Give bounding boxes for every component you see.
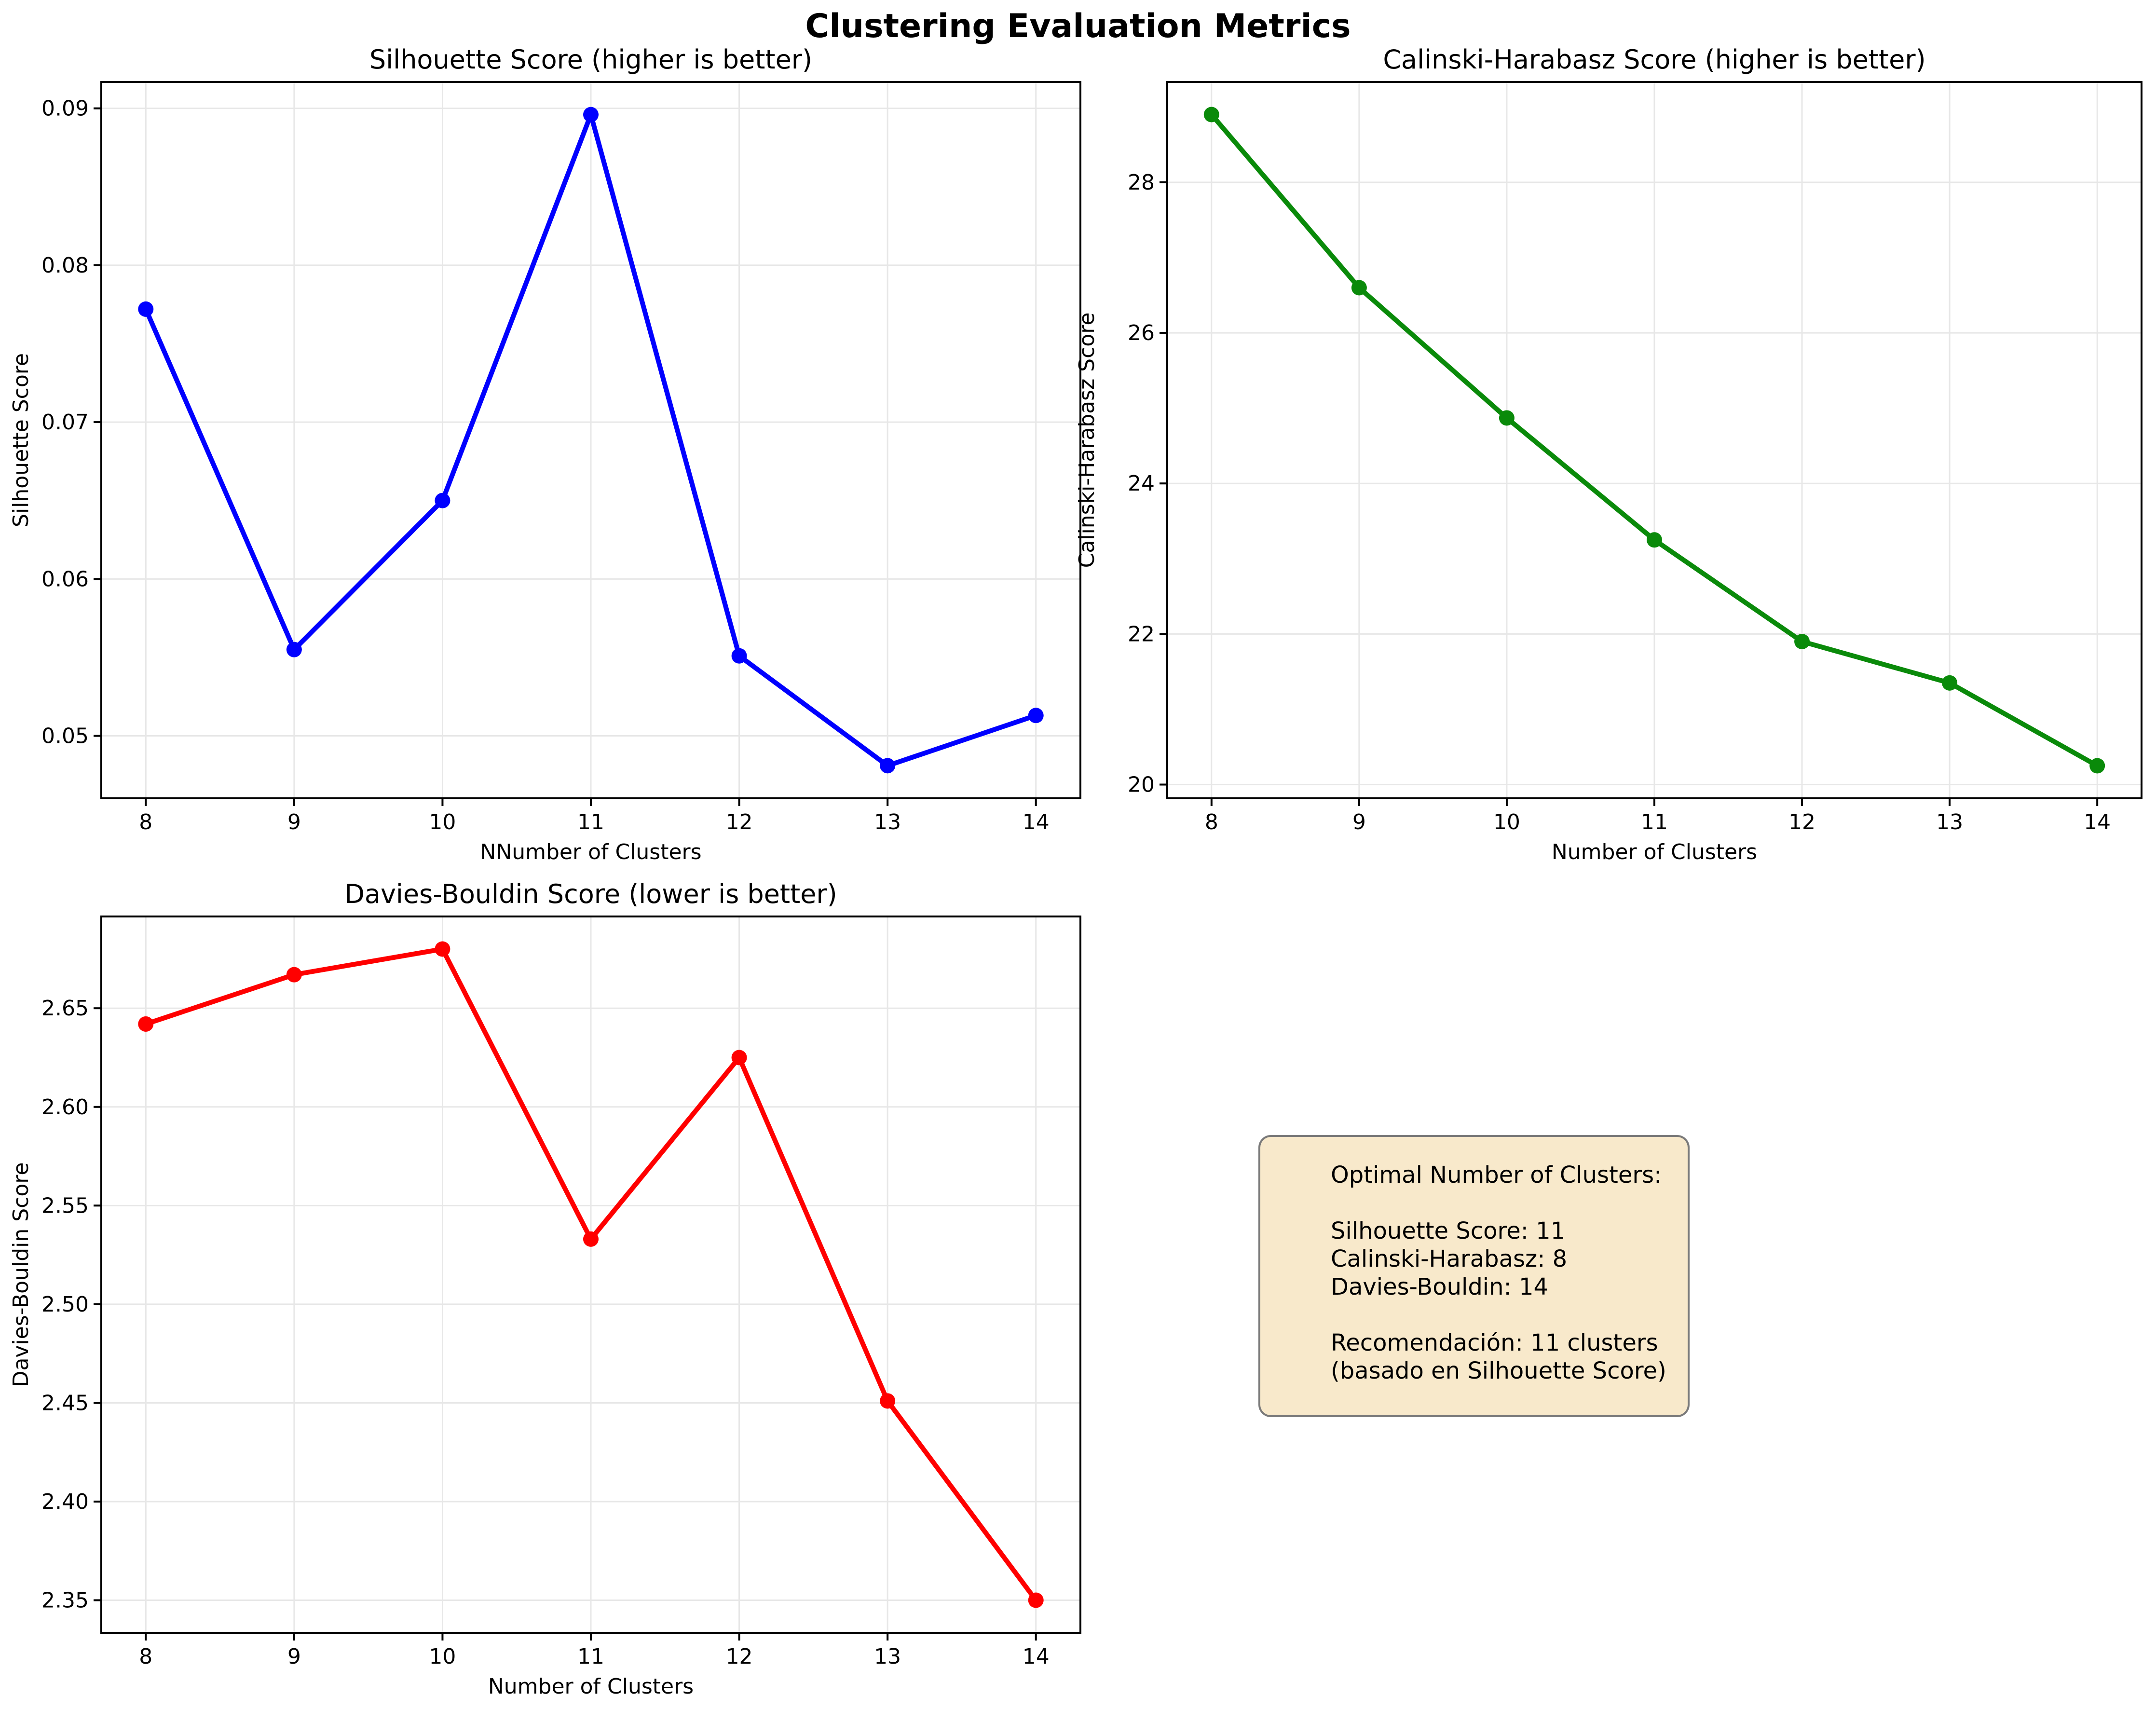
y-axis-label: Silhouette Score — [9, 353, 33, 527]
x-tick-label: 12 — [726, 810, 753, 834]
davies-data-point-10 — [435, 941, 450, 957]
silhouette-score-chart: 8 9 10 11 12 13 14 0.05 0.06 0.07 0.08 0.09 Silhouet… — [9, 44, 1081, 864]
x-tick-label: 13 — [1936, 810, 1963, 834]
davies-data-point-9 — [286, 967, 302, 983]
davies-data-point-14 — [1028, 1592, 1044, 1608]
y-axis-label: Calinski-Harabasz Score — [1075, 313, 1099, 568]
davies-data-point-11 — [583, 1231, 599, 1247]
x-tick-label: 12 — [726, 1644, 753, 1669]
calinski-harabasz-chart: 8 9 10 11 12 13 14 20 22 24 26 28 Calinski-Harabasz … — [1075, 44, 2142, 864]
silhouette-data-point-8 — [138, 301, 154, 317]
x-tick-label: 8 — [139, 1644, 152, 1669]
y-tick-label: 0.07 — [41, 410, 89, 435]
silhouette-data-point-11 — [583, 107, 599, 123]
x-tick-label: 13 — [874, 810, 901, 834]
x-tick-label: 11 — [577, 1644, 604, 1669]
x-tick-label: 9 — [287, 810, 301, 834]
info-box-recommendation-basis: (basado en Silhouette Score) — [1331, 1357, 1666, 1384]
x-tick-label: 8 — [139, 810, 152, 834]
info-box-davies-row: Davies-Bouldin: 14 — [1331, 1273, 1549, 1300]
silhouette-data-point-10 — [435, 492, 450, 508]
silhouette-data-point-12 — [731, 648, 747, 664]
x-tick-label: 10 — [429, 1644, 456, 1669]
calinski-data-point-14 — [2089, 758, 2105, 774]
info-box-spacer — [1331, 1301, 1673, 1329]
davies-data-point-13 — [880, 1393, 896, 1409]
y-tick-label: 2.55 — [41, 1193, 89, 1218]
x-tick-label: 14 — [1023, 1644, 1050, 1669]
x-tick-label: 14 — [1023, 810, 1050, 834]
chart-title: Davies-Bouldin Score (lower is better) — [344, 879, 837, 909]
calinski-data-point-12 — [1794, 633, 1810, 649]
y-axis-label: Davies-Bouldin Score — [9, 1162, 33, 1387]
y-tick-label: 2.65 — [41, 996, 89, 1021]
y-tick-label: 28 — [1128, 170, 1155, 195]
info-box-calinski-row: Calinski-Harabasz: 8 — [1331, 1245, 1568, 1272]
y-tick-label: 0.08 — [41, 253, 89, 278]
x-axis-label: NNumber of Clusters — [480, 840, 701, 864]
info-box-recommendation: Recomendación: 11 clusters — [1331, 1329, 1658, 1356]
x-tick-label: 10 — [429, 810, 456, 834]
y-tick-label: 2.50 — [41, 1292, 89, 1317]
x-tick-label: 14 — [2084, 810, 2111, 834]
x-axis-label: Number of Clusters — [1552, 840, 1757, 864]
x-tick-label: 9 — [287, 1644, 301, 1669]
y-tick-label: 24 — [1128, 471, 1155, 496]
y-tick-label: 0.06 — [41, 567, 89, 591]
x-tick-label: 11 — [577, 810, 604, 834]
x-tick-label: 11 — [1641, 810, 1668, 834]
x-tick-label: 13 — [874, 1644, 901, 1669]
calinski-data-point-10 — [1499, 410, 1515, 426]
chart-title: Calinski-Harabasz Score (higher is bette… — [1383, 44, 1925, 75]
info-box-spacer — [1331, 1189, 1673, 1217]
y-tick-label: 0.09 — [41, 96, 89, 121]
davies-data-point-8 — [138, 1016, 154, 1032]
davies-bouldin-chart: 8 9 10 11 12 13 14 2.35 2.40 2.45 2.50 2.55 2.60 2.65… — [9, 879, 1081, 1699]
silhouette-data-point-9 — [286, 642, 302, 657]
calinski-data-point-9 — [1351, 280, 1367, 296]
x-tick-label: 10 — [1493, 810, 1520, 834]
y-tick-label: 0.05 — [41, 724, 89, 749]
silhouette-data-point-14 — [1028, 708, 1044, 724]
y-tick-label: 2.45 — [41, 1391, 89, 1415]
info-box-silhouette-row: Silhouette Score: 11 — [1331, 1217, 1566, 1244]
x-tick-label: 9 — [1352, 810, 1366, 834]
x-tick-label: 8 — [1205, 810, 1218, 834]
y-tick-label: 2.40 — [41, 1490, 89, 1514]
x-axis-label: Number of Clusters — [488, 1674, 694, 1699]
calinski-data-point-8 — [1203, 107, 1219, 123]
x-tick-label: 12 — [1788, 810, 1815, 834]
y-tick-label: 20 — [1128, 773, 1155, 797]
figure-title: Clustering Evaluation Metrics — [805, 7, 1351, 45]
calinski-data-point-13 — [1942, 675, 1958, 691]
y-tick-label: 26 — [1128, 321, 1155, 345]
y-tick-label: 2.35 — [41, 1588, 89, 1613]
optimal-clusters-info-box: Optimal Number of Clusters: Silhouette S… — [1258, 1135, 1690, 1417]
chart-title: Silhouette Score (higher is better) — [369, 44, 812, 75]
y-tick-label: 22 — [1128, 622, 1155, 646]
silhouette-data-point-13 — [880, 758, 896, 774]
davies-data-point-12 — [731, 1050, 747, 1066]
y-tick-label: 2.60 — [41, 1095, 89, 1120]
info-box-heading: Optimal Number of Clusters: — [1331, 1162, 1662, 1189]
calinski-data-point-11 — [1647, 532, 1662, 548]
